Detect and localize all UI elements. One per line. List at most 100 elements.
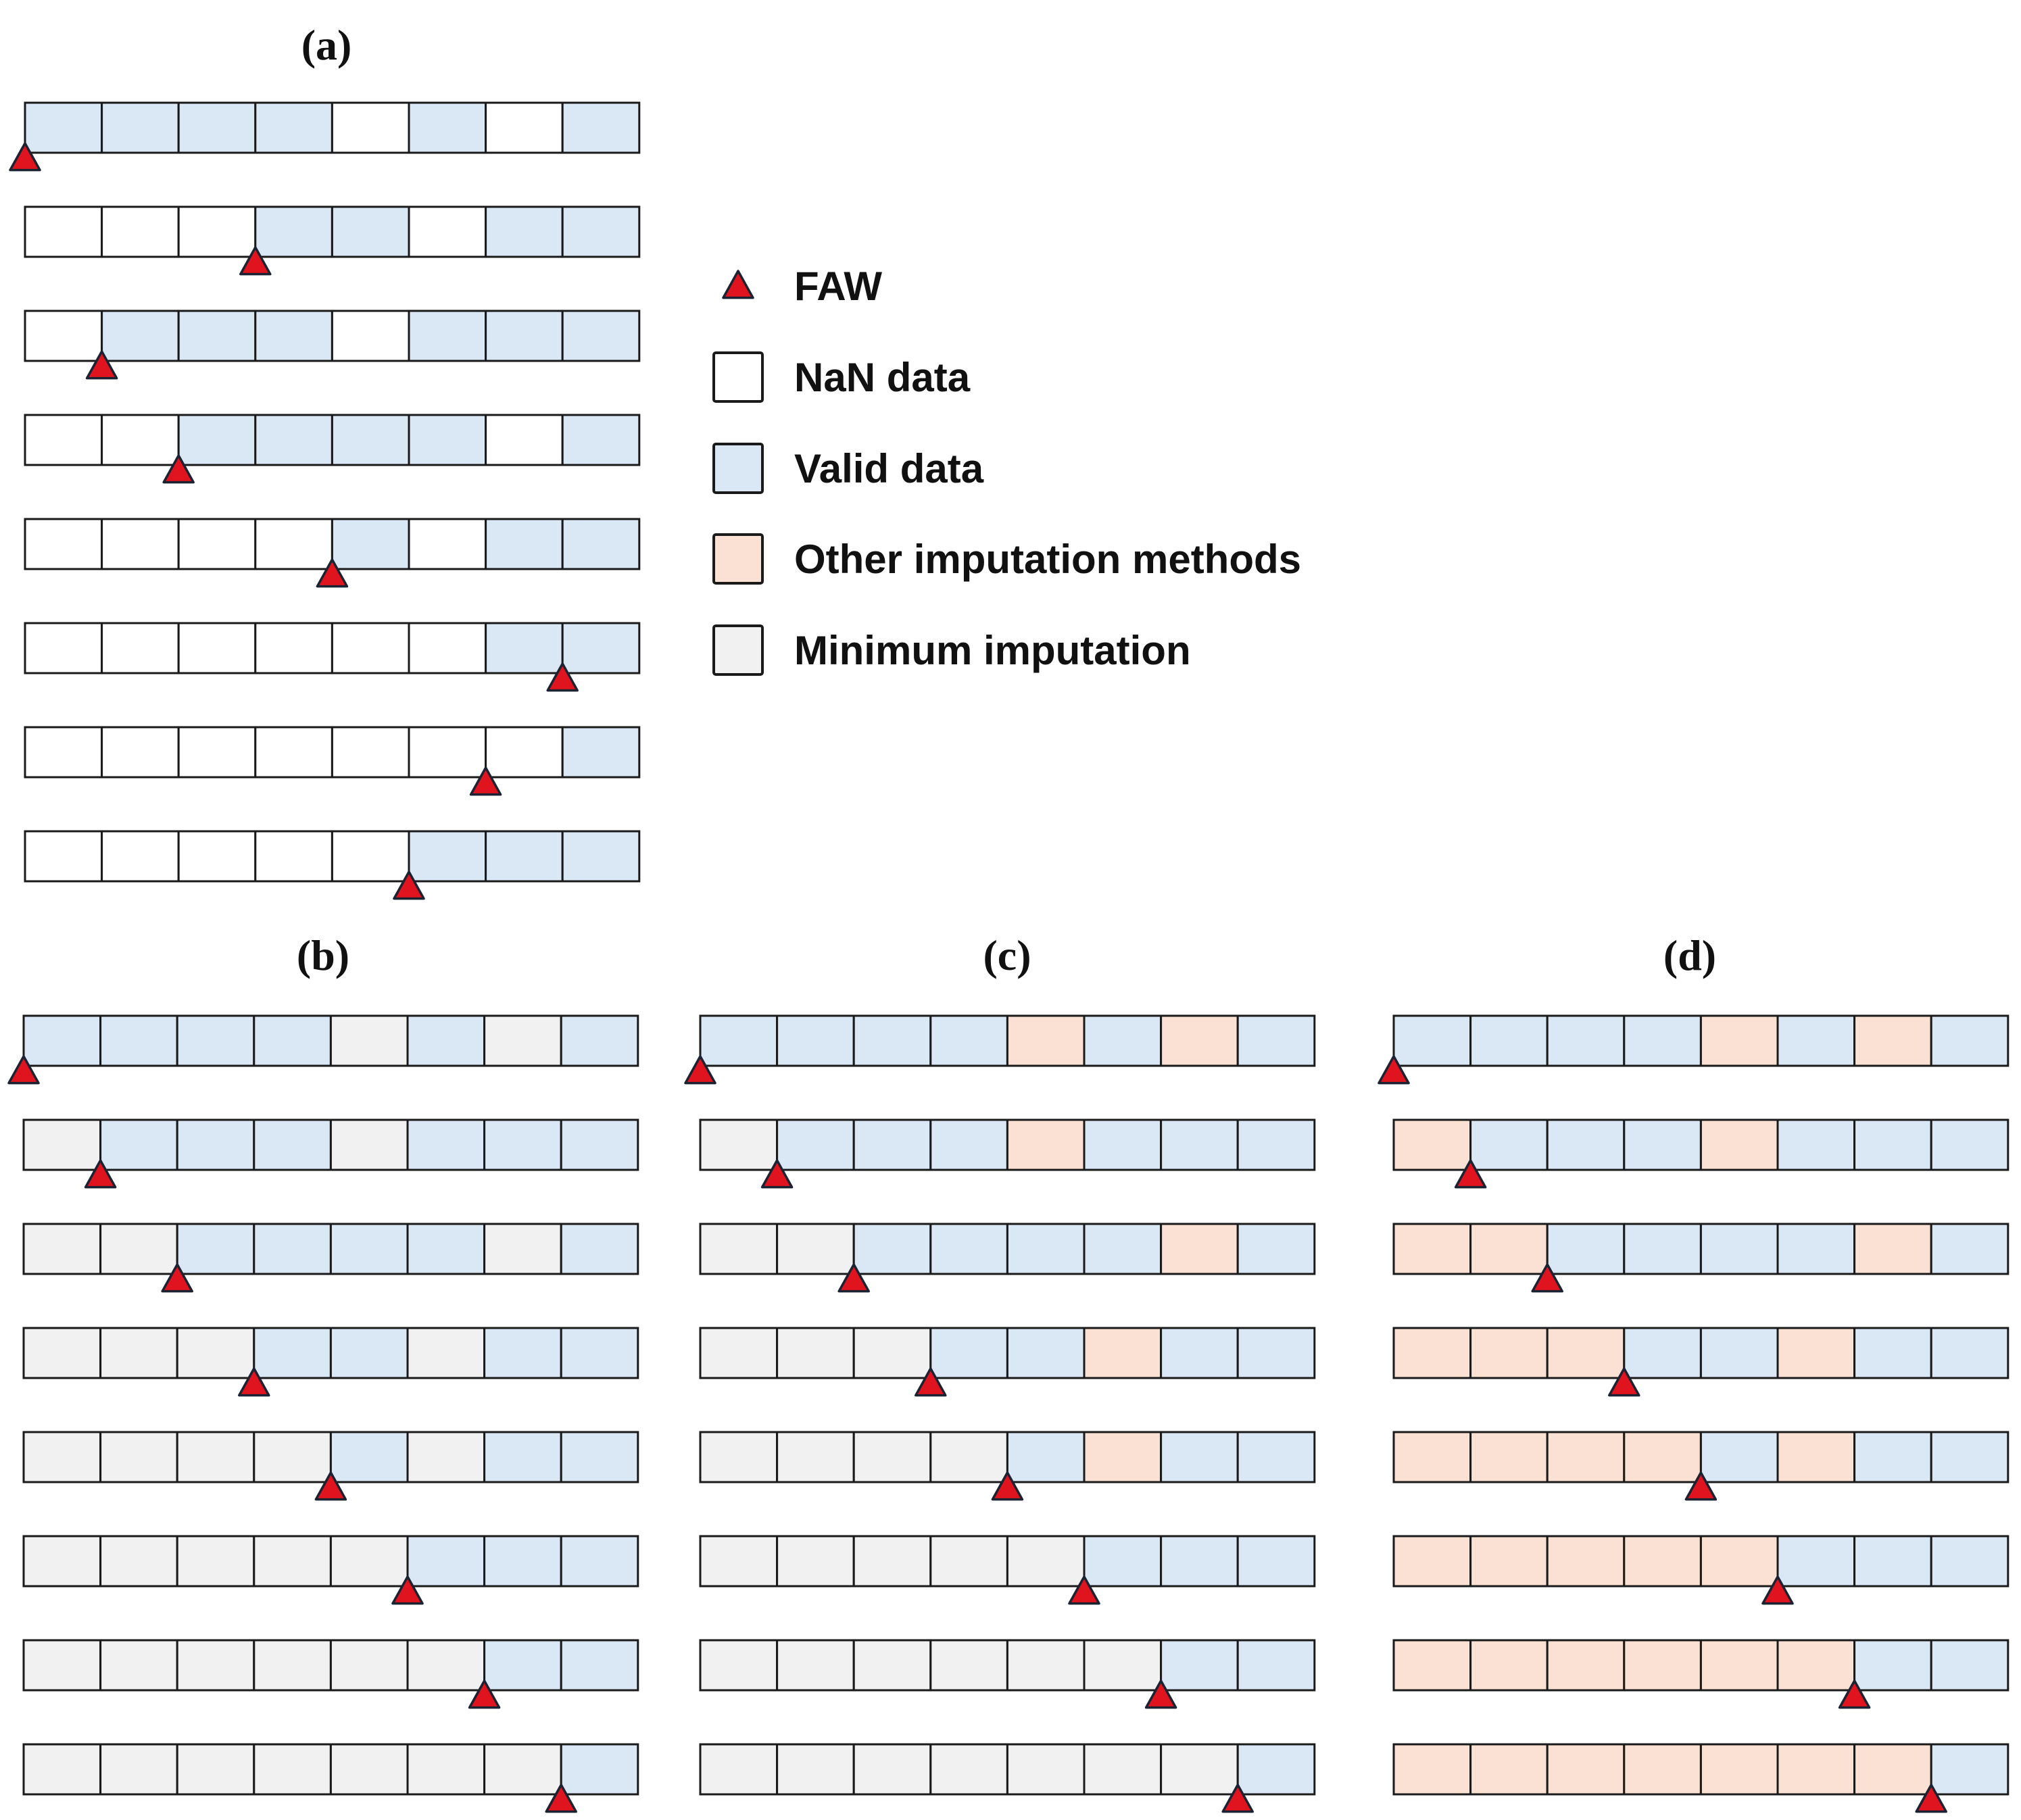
faw-marker (1915, 1784, 1947, 1813)
valid-cell (1160, 1431, 1239, 1483)
valid-cell (1236, 1639, 1316, 1692)
other-cell (1699, 1743, 1779, 1796)
sequence-row (24, 310, 641, 380)
min-cell (776, 1223, 855, 1275)
valid-cell (1236, 1014, 1316, 1067)
valid-cell (1546, 1223, 1626, 1275)
panel-title-b: (b) (297, 931, 349, 979)
valid-cell (176, 1223, 255, 1275)
min-cell (929, 1743, 1008, 1796)
nan-cell (101, 726, 180, 779)
legend-label: Valid data (794, 446, 984, 491)
nan-cell (24, 726, 103, 779)
panel-title-c: (c) (983, 931, 1031, 979)
valid-cell (254, 310, 333, 362)
sequence-row (1392, 1118, 2010, 1189)
valid-cell (329, 1327, 409, 1379)
faw-marker (1531, 1263, 1563, 1293)
valid-cell (852, 1118, 932, 1171)
faw-marker (545, 1784, 577, 1813)
min-cell (99, 1743, 178, 1796)
nan-cell (101, 205, 180, 258)
nan-cell (408, 518, 487, 570)
other-cell (1469, 1431, 1549, 1483)
min-cell (699, 1327, 779, 1379)
min-cell (406, 1431, 486, 1483)
other-cell (1469, 1639, 1549, 1692)
min-cell (483, 1223, 562, 1275)
sequence-row (1392, 1431, 2010, 1501)
valid-cell (1006, 1431, 1086, 1483)
other-cell (1392, 1639, 1472, 1692)
valid-cell (253, 1014, 332, 1067)
valid-cell (1236, 1118, 1316, 1171)
valid-cell (22, 1014, 102, 1067)
min-cell (329, 1743, 409, 1796)
min-cell (329, 1639, 409, 1692)
faw-marker (1761, 1575, 1794, 1605)
valid-cell (483, 1431, 562, 1483)
sequence-row (699, 1743, 1316, 1813)
valid-cell (24, 101, 103, 154)
min-cell (776, 1535, 855, 1588)
faw-marker (1684, 1471, 1718, 1501)
other-cell (1469, 1535, 1549, 1588)
min-cell (776, 1327, 855, 1379)
faw-marker (684, 1055, 716, 1085)
nan-cell (24, 310, 103, 362)
faw-marker (316, 558, 349, 588)
other-cell (1853, 1223, 1932, 1275)
sequence-row (1378, 1014, 2010, 1085)
nan-cell (331, 830, 410, 883)
min-cell (852, 1743, 932, 1796)
valid-cell (331, 518, 410, 570)
sequence-row (24, 518, 641, 588)
faw-marker (1608, 1367, 1640, 1397)
valid-cell (1930, 1223, 2010, 1275)
sequence-row (22, 1431, 639, 1501)
other-cell (1853, 1743, 1932, 1796)
sequence-row (1392, 1223, 2010, 1293)
faw-marker (393, 870, 425, 900)
valid-cell (177, 101, 257, 154)
other-swatch (712, 533, 764, 585)
valid-cell (560, 1327, 639, 1379)
min-cell (253, 1639, 332, 1692)
legend-item-min: Minimum imputation (712, 624, 1191, 676)
valid-cell (1006, 1223, 1086, 1275)
sequence-row (22, 1535, 639, 1605)
min-cell (699, 1743, 779, 1796)
min-cell (1006, 1535, 1086, 1588)
valid-cell (1623, 1014, 1702, 1067)
valid-cell (254, 205, 333, 258)
sequence-row (699, 1223, 1316, 1293)
other-cell (1083, 1327, 1163, 1379)
other-cell (1160, 1223, 1239, 1275)
valid-cell (99, 1118, 178, 1171)
valid-cell (1623, 1223, 1702, 1275)
sequence-row (1392, 1743, 2010, 1813)
panel-title-a: (a) (301, 21, 352, 69)
valid-cell (101, 101, 180, 154)
min-cell (699, 1639, 779, 1692)
nan-cell (408, 622, 487, 674)
min-cell (929, 1639, 1008, 1692)
sequence-row (699, 1118, 1316, 1189)
other-cell (1546, 1535, 1626, 1588)
min-cell (99, 1327, 178, 1379)
valid-swatch (712, 443, 764, 494)
valid-cell (560, 1118, 639, 1171)
sequence-row (24, 205, 641, 276)
nan-cell (408, 726, 487, 779)
nan-cell (485, 726, 564, 779)
legend-item-nan: NaN data (712, 351, 971, 403)
faw-marker (1838, 1679, 1871, 1709)
min-cell (1083, 1639, 1163, 1692)
valid-cell (1392, 1014, 1472, 1067)
nan-cell (408, 205, 487, 258)
min-cell (22, 1118, 102, 1171)
min-cell (852, 1535, 932, 1588)
min-cell (99, 1535, 178, 1588)
sequence-row (1392, 1327, 2010, 1397)
other-cell (1699, 1014, 1779, 1067)
